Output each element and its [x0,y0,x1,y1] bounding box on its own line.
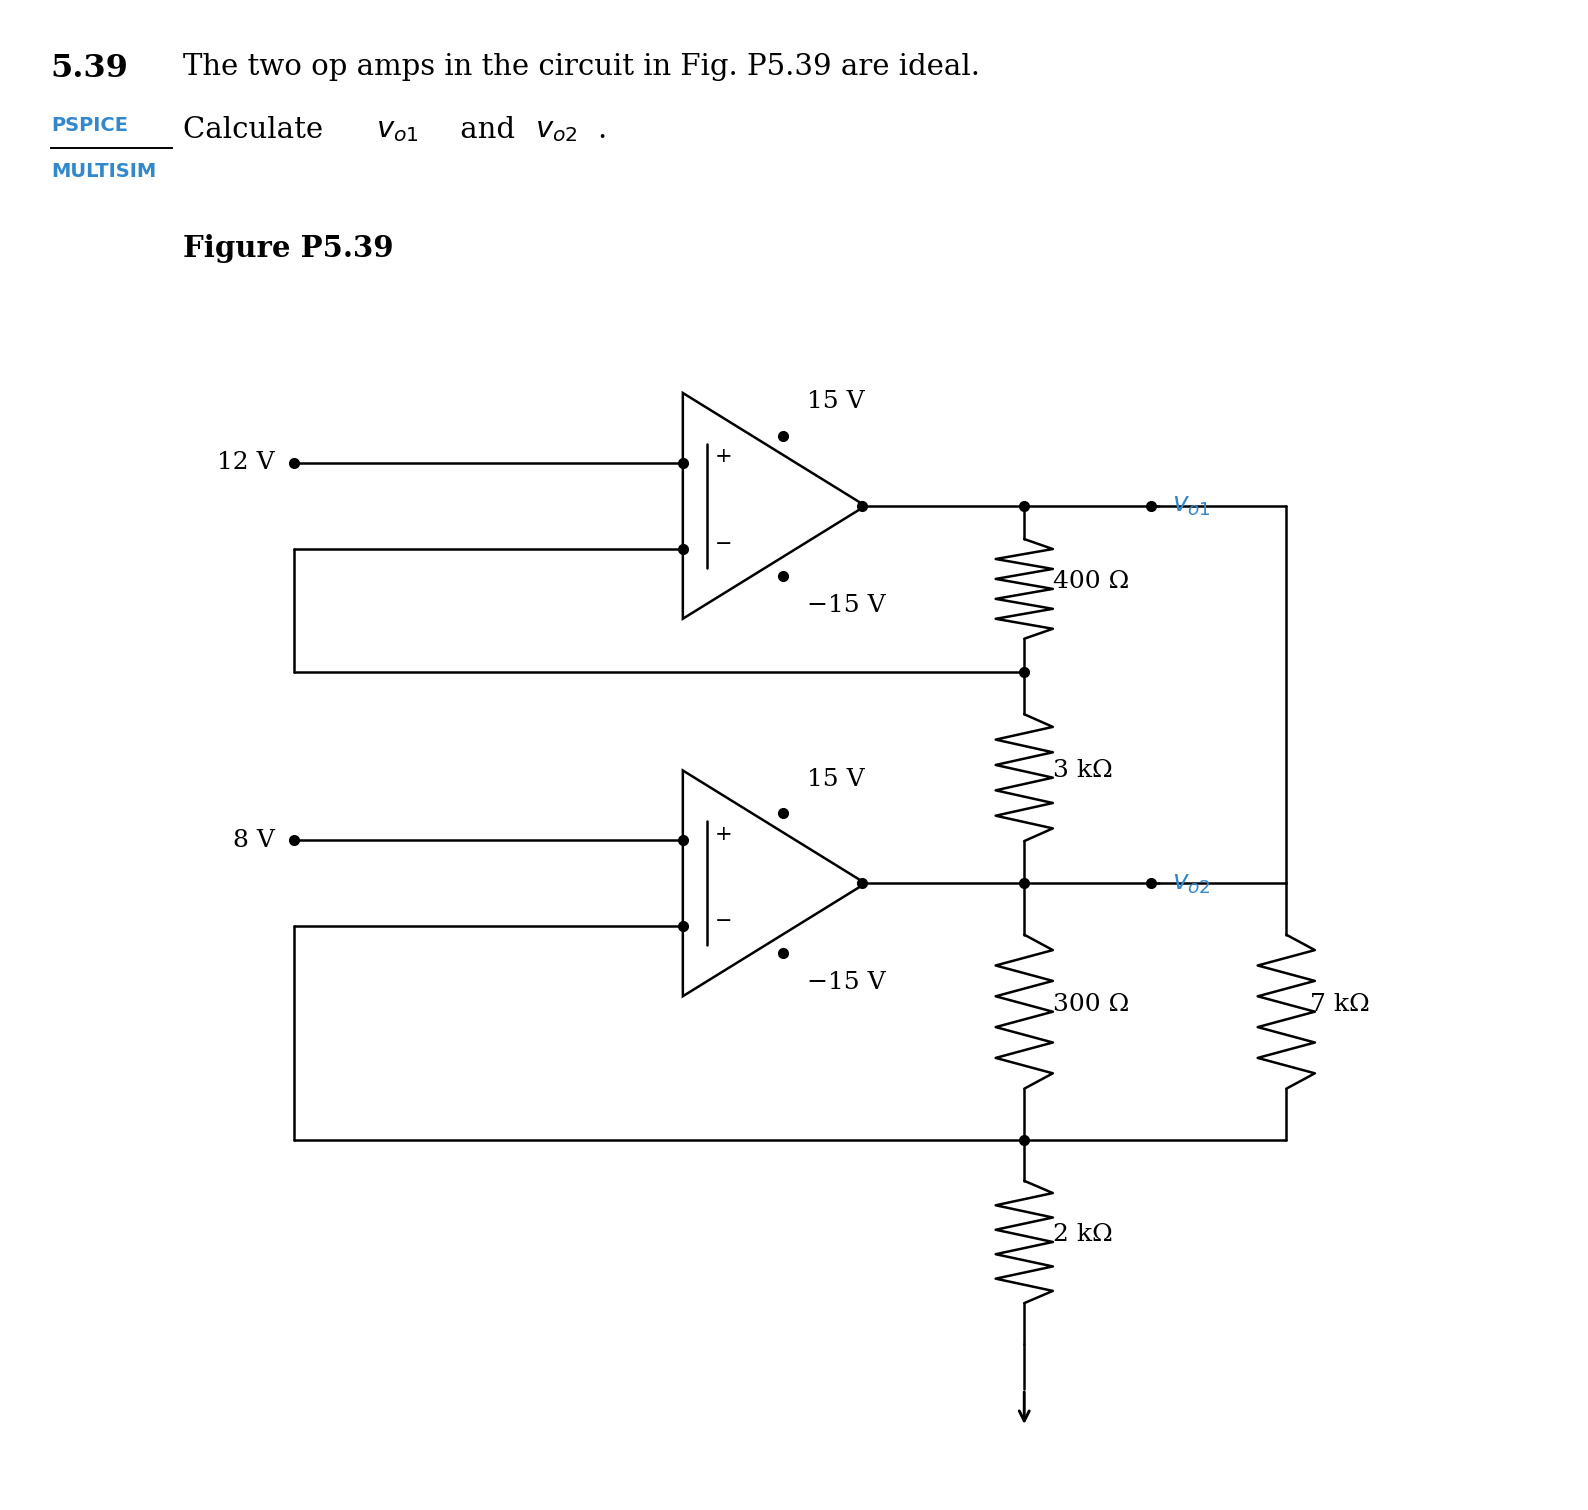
Text: $v_{o2}$: $v_{o2}$ [535,116,578,145]
Text: The two op amps in the circuit in Fig. P5.39 are ideal.: The two op amps in the circuit in Fig. P… [183,53,980,82]
Text: 2 kΩ: 2 kΩ [1053,1223,1113,1246]
Text: $v_{o2}$: $v_{o2}$ [1172,871,1210,895]
Text: 15 V: 15 V [807,390,865,414]
Text: 7 kΩ: 7 kΩ [1310,992,1370,1016]
Text: −15 V: −15 V [807,971,886,995]
Text: Figure P5.39: Figure P5.39 [183,234,394,263]
Text: +: + [715,447,732,467]
Text: Calculate: Calculate [183,116,332,145]
Text: 300 Ω: 300 Ω [1053,992,1129,1016]
Text: .: . [597,116,607,145]
Text: −: − [715,535,732,554]
Text: $v_{o1}$: $v_{o1}$ [1172,494,1210,518]
Text: 400 Ω: 400 Ω [1053,569,1129,593]
Text: −15 V: −15 V [807,593,886,618]
Text: 8 V: 8 V [233,829,275,852]
Text: and: and [451,116,524,145]
Text: −: − [715,912,732,932]
Text: 3 kΩ: 3 kΩ [1053,758,1113,782]
Text: 5.39: 5.39 [51,53,129,85]
Text: $v_{o1}$: $v_{o1}$ [376,116,419,145]
Text: 15 V: 15 V [807,767,865,791]
Text: 12 V: 12 V [218,451,275,474]
Text: MULTISIM: MULTISIM [51,162,156,181]
Text: +: + [715,824,732,844]
Text: PSPICE: PSPICE [51,116,127,136]
